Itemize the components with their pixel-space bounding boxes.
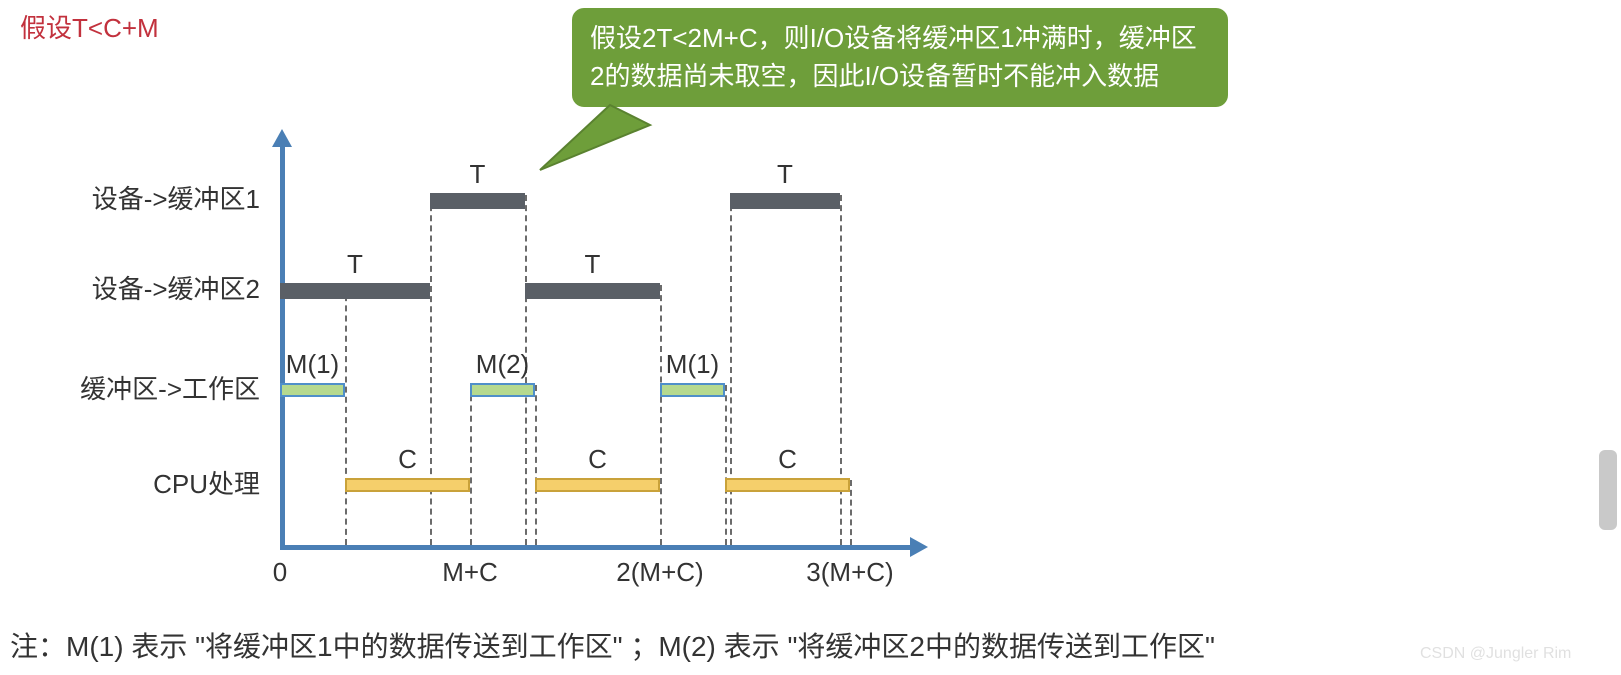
guideline — [850, 480, 852, 545]
bar-label: T — [315, 249, 395, 280]
bar-label: M(1) — [273, 349, 353, 380]
x-tick-label: 3(M+C) — [800, 557, 900, 588]
guideline — [725, 385, 727, 545]
timeline-bar — [525, 283, 660, 299]
bar-label: C — [368, 444, 448, 475]
guideline — [430, 195, 432, 545]
x-tick-label: 0 — [230, 557, 330, 588]
scrollbar-thumb[interactable] — [1599, 450, 1617, 530]
timeline-bar — [280, 283, 430, 299]
bar-label: T — [553, 249, 633, 280]
y-axis-arrow — [272, 129, 292, 147]
bar-label: M(2) — [463, 349, 543, 380]
timeline-bar — [345, 478, 470, 492]
x-axis — [280, 545, 910, 550]
timeline-bar — [730, 193, 840, 209]
bar-label: M(1) — [653, 349, 733, 380]
timeline-bar — [470, 383, 535, 397]
watermark-text: CSDN @Jungler Rim — [1420, 645, 1571, 663]
guideline — [660, 285, 662, 545]
guideline — [345, 285, 347, 545]
row-label: 缓冲区->工作区 — [40, 369, 260, 406]
assumption-text: 假设T<C+M — [20, 8, 159, 45]
timeline-bar — [430, 193, 525, 209]
row-label: 设备->缓冲区1 — [40, 179, 260, 216]
timeline-bar — [535, 478, 660, 492]
row-label: 设备->缓冲区2 — [40, 269, 260, 306]
x-axis-arrow — [910, 537, 928, 557]
timeline-bar — [280, 383, 345, 397]
callout-bubble: 假设2T<2M+C，则I/O设备将缓冲区1冲满时，缓冲区2的数据尚未取空，因此I… — [570, 6, 1230, 109]
timeline-bar — [725, 478, 850, 492]
bar-label: T — [438, 159, 518, 190]
bar-label: C — [558, 444, 638, 475]
guideline — [840, 195, 842, 545]
x-tick-label: M+C — [420, 557, 520, 588]
y-axis — [280, 145, 285, 545]
x-tick-label: 2(M+C) — [610, 557, 710, 588]
guideline — [535, 385, 537, 545]
bar-label: T — [745, 159, 825, 190]
bar-label: C — [748, 444, 828, 475]
guideline — [470, 385, 472, 545]
footnote-text: 注：M(1) 表示 "将缓冲区1中的数据传送到工作区" ；M(2) 表示 "将缓… — [10, 625, 1215, 665]
timeline-bar — [660, 383, 725, 397]
row-label: CPU处理 — [40, 464, 260, 501]
